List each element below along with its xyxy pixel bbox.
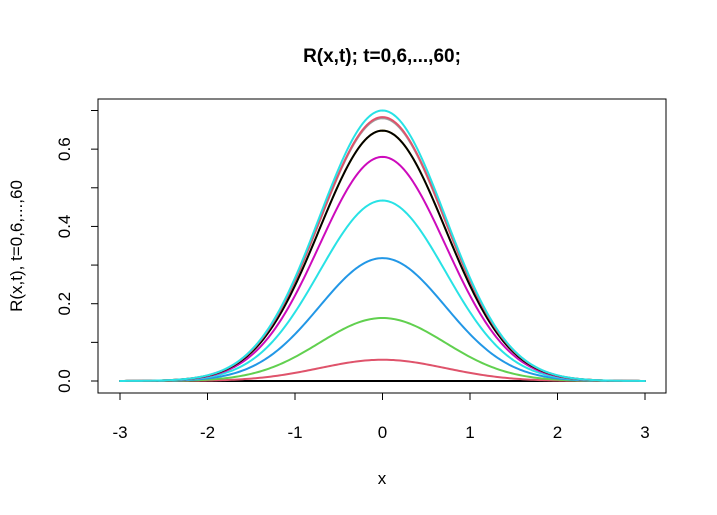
x-axis: -3 -2 -1 0 1 2 3 (112, 392, 650, 442)
y-tick-label: 0.4 (55, 215, 74, 239)
y-axis: 0.0 0.2 0.4 0.6 (55, 110, 99, 393)
y-tick-label: 0.2 (55, 292, 74, 316)
y-tick-label: 0.6 (55, 137, 74, 161)
x-tick-label: -1 (287, 423, 302, 442)
x-tick-label: 0 (378, 423, 387, 442)
series-line-2 (119, 317, 646, 382)
x-tick-label: -3 (112, 423, 127, 442)
y-tick-label: 0.0 (55, 369, 74, 393)
series-line-6 (119, 129, 646, 382)
x-axis-label: x (378, 469, 387, 488)
x-tick-label: 1 (465, 423, 474, 442)
series-line-5 (119, 155, 646, 382)
curves (119, 109, 646, 382)
series-line-3 (119, 257, 646, 382)
chart-title: R(x,t); t=0,6,...,60; (303, 46, 461, 67)
plot-frame (97, 98, 667, 394)
series-line-10 (119, 109, 646, 382)
x-tick-label: 3 (640, 423, 649, 442)
series-line-8 (119, 129, 646, 382)
series-line-4 (119, 199, 646, 382)
y-axis-label: R(x,t), t=0,6,...,60 (7, 180, 26, 312)
x-tick-label: 2 (553, 423, 562, 442)
x-tick-label: -2 (200, 423, 215, 442)
